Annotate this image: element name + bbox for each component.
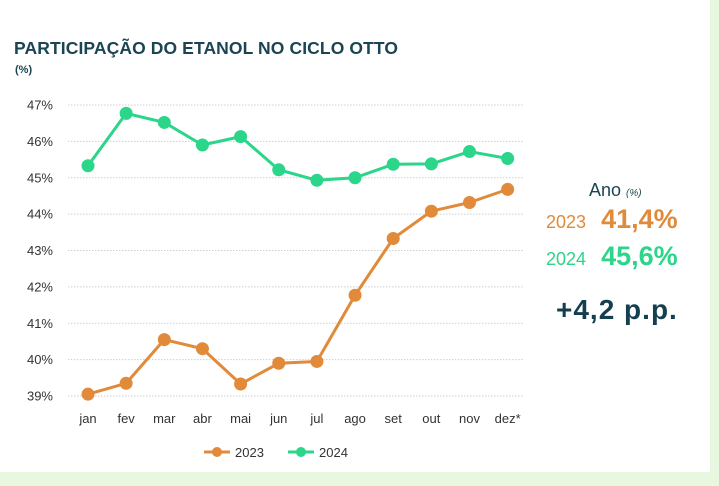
data-point-2024-out <box>424 157 438 171</box>
data-point-2023-jul <box>310 354 324 368</box>
y-tick-label: 40% <box>27 352 53 367</box>
data-point-2023-nov <box>463 195 476 209</box>
data-point-2024-jun <box>272 163 286 177</box>
data-point-2024-dez* <box>501 151 515 165</box>
x-tick-label: jun <box>269 411 287 426</box>
data-point-2024-abr <box>195 138 209 152</box>
series-line-2024 <box>86 111 508 182</box>
summary-value-2024: 45,6% <box>601 241 678 271</box>
data-point-2024-jul <box>310 173 324 187</box>
data-point-2023-mai <box>234 377 248 391</box>
x-tick-label: dez* <box>495 411 521 426</box>
y-tick-label: 42% <box>27 279 53 294</box>
x-tick-label: nov <box>459 411 480 426</box>
data-point-2024-mar <box>157 115 171 129</box>
chart-legend: 2023 2024 <box>204 445 348 460</box>
legend-label-2024: 2024 <box>319 445 348 460</box>
data-point-2023-jan <box>81 387 95 401</box>
summary-row-2024: 2024 45,6% <box>546 241 678 272</box>
y-tick-label: 44% <box>27 207 53 222</box>
data-point-2023-set <box>386 231 400 245</box>
data-point-2023-out <box>424 204 438 218</box>
data-point-2023-dez* <box>501 182 515 196</box>
x-tick-label: jan <box>78 411 96 426</box>
data-point-2023-fev <box>119 376 133 390</box>
summary-year-2023: 2023 <box>546 212 587 232</box>
summary-difference: +4,2 p.p. <box>556 294 678 325</box>
x-axis-ticks: jan fev mar abr mai jun jul ago set out nov dez* <box>78 411 520 426</box>
summary-label-unit: (%) <box>626 188 642 199</box>
x-tick-label: set <box>385 411 403 426</box>
summary-row-2023: 2023 41,4% <box>546 204 678 235</box>
data-point-2024-mai <box>234 130 248 144</box>
x-tick-label: mar <box>153 411 176 426</box>
y-tick-label: 41% <box>27 316 53 331</box>
series-line-2023 <box>87 187 509 396</box>
x-tick-label: out <box>422 411 440 426</box>
x-tick-label: fev <box>117 411 135 426</box>
y-tick-label: 47% <box>27 98 53 113</box>
x-tick-label: ago <box>344 411 366 426</box>
summary-label: Ano <box>589 180 622 200</box>
summary-year-2024: 2024 <box>546 249 587 269</box>
summary-title: Ano (%) <box>589 180 642 201</box>
y-tick-label: 45% <box>27 170 53 185</box>
legend-marker-2024 <box>296 447 306 457</box>
data-point-2024-set <box>386 157 400 171</box>
bottom-border-strip <box>0 472 719 486</box>
right-border-strip <box>710 0 719 486</box>
legend-marker-2023 <box>212 447 222 457</box>
y-axis-ticks: 39% 40% 41% 42% 43% 44% 45% 46% 47% <box>27 98 53 404</box>
x-tick-label: mai <box>230 411 251 426</box>
x-tick-label: jul <box>309 411 323 426</box>
y-tick-label: 39% <box>27 389 53 404</box>
data-point-2024-jan <box>81 159 95 173</box>
data-point-2023-ago <box>348 288 362 302</box>
data-point-2024-ago <box>348 171 362 185</box>
data-point-2023-abr <box>195 342 209 356</box>
y-tick-label: 46% <box>27 134 53 149</box>
chart-series <box>81 106 515 401</box>
chart-grid <box>68 104 523 397</box>
chart-unit: (%) <box>15 64 33 76</box>
y-tick-label: 43% <box>27 243 53 258</box>
data-point-2023-mar <box>157 333 171 347</box>
x-tick-label: abr <box>193 411 212 426</box>
data-point-2023-jun <box>272 356 286 370</box>
data-point-2024-fev <box>119 106 133 120</box>
legend-label-2023: 2023 <box>235 445 264 460</box>
chart-title: PARTICIPAÇÃO DO ETANOL NO CICLO OTTO <box>14 38 399 58</box>
data-point-2024-nov <box>463 145 476 159</box>
summary-value-2023: 41,4% <box>601 204 678 234</box>
